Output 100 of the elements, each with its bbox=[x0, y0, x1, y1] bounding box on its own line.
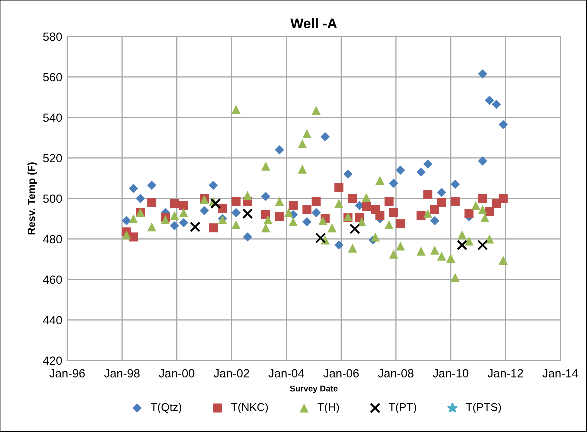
point bbox=[129, 232, 138, 242]
point bbox=[275, 212, 284, 222]
point bbox=[478, 70, 488, 79]
point bbox=[334, 240, 344, 250]
point bbox=[384, 220, 394, 230]
point bbox=[389, 250, 398, 259]
point bbox=[232, 105, 241, 114]
point bbox=[275, 197, 284, 206]
point bbox=[492, 100, 502, 110]
point bbox=[384, 197, 394, 206]
point bbox=[446, 254, 456, 263]
point bbox=[430, 246, 440, 255]
point bbox=[208, 180, 218, 190]
point bbox=[312, 197, 321, 206]
point bbox=[357, 218, 366, 227]
point bbox=[232, 197, 241, 206]
point bbox=[334, 199, 344, 208]
y-tick-label: 540 bbox=[43, 114, 62, 122]
point bbox=[485, 96, 494, 106]
point bbox=[450, 180, 460, 190]
point bbox=[243, 232, 252, 242]
point bbox=[302, 205, 312, 214]
point bbox=[210, 198, 222, 210]
point bbox=[437, 252, 446, 261]
point bbox=[348, 194, 358, 204]
point bbox=[350, 224, 360, 234]
y-tick-label: 460 bbox=[43, 276, 62, 284]
legend-label: T(PT) bbox=[388, 403, 416, 414]
point bbox=[200, 206, 210, 216]
x-tick-label: Jan-14 bbox=[542, 369, 578, 378]
y-tick-label: 580 bbox=[43, 32, 62, 42]
point bbox=[478, 205, 488, 214]
point bbox=[478, 194, 488, 204]
point bbox=[298, 140, 308, 149]
point bbox=[179, 208, 188, 218]
legend-label: T(Qtz) bbox=[150, 403, 182, 414]
point bbox=[424, 190, 433, 200]
point bbox=[242, 208, 254, 220]
y-tick-label: 500 bbox=[43, 194, 62, 204]
point bbox=[288, 201, 298, 210]
point bbox=[122, 216, 132, 226]
point bbox=[122, 230, 132, 240]
point bbox=[170, 211, 180, 220]
point bbox=[480, 213, 490, 222]
point bbox=[312, 208, 322, 218]
point bbox=[179, 218, 188, 228]
point bbox=[458, 230, 467, 240]
x-tick-label: Jan-98 bbox=[104, 369, 140, 378]
x-tick-label: Jan-12 bbox=[488, 369, 524, 378]
y-tick-label: 560 bbox=[43, 73, 62, 82]
point bbox=[472, 201, 481, 210]
point bbox=[316, 232, 326, 244]
point bbox=[416, 168, 426, 177]
y-axis-title: Resv. Temp (F) bbox=[28, 162, 38, 235]
point bbox=[209, 224, 218, 233]
point bbox=[376, 176, 385, 185]
point bbox=[423, 160, 433, 169]
point bbox=[362, 202, 372, 212]
point bbox=[302, 129, 312, 138]
legend-label: T(NKC) bbox=[231, 403, 268, 414]
point bbox=[190, 222, 201, 232]
point bbox=[498, 256, 508, 265]
point bbox=[129, 214, 138, 224]
point bbox=[320, 132, 330, 142]
point bbox=[262, 210, 271, 220]
point bbox=[376, 211, 385, 220]
point bbox=[264, 215, 273, 224]
x-tick-label: Jan-00 bbox=[159, 369, 195, 378]
point bbox=[396, 242, 406, 251]
point bbox=[430, 205, 440, 214]
legend-label: T(H) bbox=[318, 403, 340, 414]
point bbox=[492, 199, 502, 208]
point bbox=[232, 208, 241, 218]
point bbox=[389, 178, 398, 188]
point bbox=[498, 194, 508, 204]
x-tick-label: Jan-08 bbox=[378, 369, 414, 378]
point bbox=[262, 162, 271, 171]
y-tick-label: 520 bbox=[43, 154, 62, 163]
point bbox=[437, 188, 446, 198]
point bbox=[243, 191, 252, 200]
point bbox=[416, 246, 426, 256]
y-tick-label: 480 bbox=[43, 235, 62, 244]
point bbox=[371, 232, 380, 242]
point bbox=[328, 224, 337, 233]
point bbox=[262, 224, 271, 233]
point bbox=[179, 201, 188, 210]
point bbox=[424, 209, 433, 218]
point bbox=[232, 220, 241, 230]
point bbox=[302, 217, 312, 227]
x-tick-label: Jan-02 bbox=[214, 369, 250, 378]
point bbox=[275, 146, 284, 155]
point bbox=[478, 240, 488, 251]
point bbox=[437, 198, 446, 208]
point bbox=[344, 170, 353, 180]
point bbox=[284, 208, 294, 218]
point bbox=[312, 106, 321, 116]
point bbox=[288, 218, 298, 227]
point bbox=[334, 183, 344, 192]
point bbox=[464, 209, 474, 218]
point bbox=[148, 198, 157, 208]
